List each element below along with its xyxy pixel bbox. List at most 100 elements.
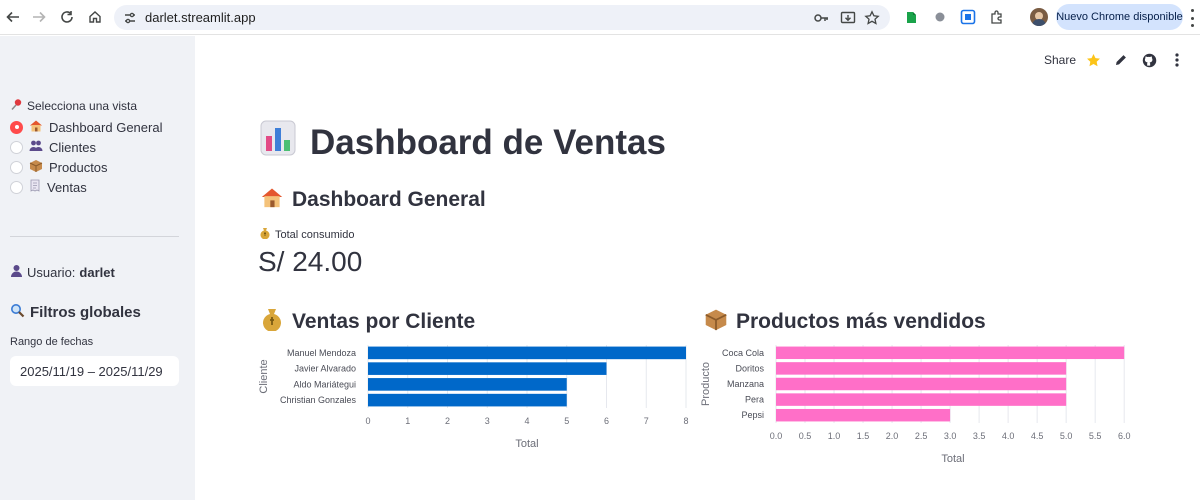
y-tick-label: Aldo Mariátegui bbox=[293, 379, 356, 389]
radio-button[interactable] bbox=[10, 140, 23, 154]
radio-option-productos[interactable]: Productos bbox=[10, 158, 108, 176]
bar-chart-icon bbox=[260, 120, 296, 165]
people-icon bbox=[29, 139, 43, 155]
install-app-icon[interactable] bbox=[839, 9, 857, 27]
y-tick-label: Manzana bbox=[727, 379, 764, 389]
x-tick-label: 0.5 bbox=[799, 431, 812, 441]
bar bbox=[776, 408, 951, 422]
x-tick-label: 2 bbox=[445, 416, 450, 426]
radio-button[interactable] bbox=[10, 180, 23, 194]
x-axis-label: Total bbox=[941, 453, 964, 465]
radio-button[interactable] bbox=[10, 160, 23, 174]
bookmark-star-icon[interactable] bbox=[863, 9, 881, 27]
x-tick-label: 2.0 bbox=[886, 431, 899, 441]
x-tick-label: 5.0 bbox=[1060, 431, 1073, 441]
screenshot-extension-icon[interactable] bbox=[959, 8, 977, 26]
chrome-update-button[interactable]: Nuevo Chrome disponible bbox=[1056, 4, 1183, 30]
user-info: Usuario: darlet bbox=[10, 264, 115, 280]
site-settings-icon[interactable] bbox=[122, 10, 138, 26]
clients-bar-chart: 0 1 2 3 4 5 6 7 8 Manuel Mendoza Javier Alvarado Al… bbox=[258, 345, 689, 450]
radio-button-checked[interactable] bbox=[10, 120, 23, 134]
bar bbox=[776, 377, 1067, 391]
chrome-menu-icon[interactable] bbox=[1188, 9, 1196, 27]
x-axis-label: Total bbox=[515, 438, 538, 450]
share-button[interactable]: Share bbox=[1044, 53, 1077, 67]
reload-icon[interactable] bbox=[56, 6, 78, 28]
y-axis-label: Cliente bbox=[258, 359, 270, 393]
section-heading-clients-chart: Ventas por Cliente bbox=[260, 307, 475, 337]
key-icon[interactable] bbox=[812, 9, 830, 27]
radio-option-dashboard-general[interactable]: Dashboard General bbox=[10, 118, 162, 136]
forward-icon[interactable] bbox=[28, 6, 50, 28]
bar bbox=[776, 393, 1067, 406]
x-tick-label: 6.0 bbox=[1118, 431, 1131, 441]
package-icon bbox=[704, 307, 728, 337]
x-tick-label: 8 bbox=[683, 416, 688, 426]
back-icon[interactable] bbox=[2, 6, 24, 28]
x-tick-label: 0.0 bbox=[770, 431, 783, 441]
filters-heading: Filtros globales bbox=[10, 303, 141, 322]
y-tick-label: Pepsi bbox=[741, 410, 764, 420]
x-tick-label: 1.0 bbox=[828, 431, 841, 441]
app-menu-icon[interactable] bbox=[1169, 52, 1185, 68]
address-bar[interactable]: darlet.streamlit.app bbox=[114, 5, 890, 30]
metric-value: S/ 24.00 bbox=[258, 246, 363, 277]
github-icon[interactable] bbox=[1141, 52, 1157, 68]
y-tick-label: Christian Gonzales bbox=[280, 395, 357, 405]
x-tick-label: 7 bbox=[644, 416, 649, 426]
x-tick-label: 3 bbox=[485, 416, 490, 426]
pushpin-icon bbox=[10, 98, 23, 114]
y-tick-label: Javier Alvarado bbox=[294, 364, 356, 374]
products-bar-chart: 0.0 0.5 1.0 1.5 2.0 2.5 3.0 3.5 4.0 4.5 5.0 5.5 6.0 C… bbox=[700, 345, 1131, 465]
bar bbox=[368, 393, 567, 407]
bar bbox=[368, 346, 686, 360]
section-heading-dashboard: Dashboard General bbox=[260, 186, 486, 214]
evernote-extension-icon[interactable] bbox=[902, 8, 920, 26]
package-icon bbox=[29, 159, 43, 175]
edit-pencil-icon[interactable] bbox=[1113, 52, 1129, 68]
bar bbox=[368, 362, 607, 375]
sidebar-divider bbox=[10, 236, 179, 237]
browser-toolbar: darlet.streamlit.app Nuevo Chrome dispon… bbox=[0, 0, 1200, 35]
radio-option-ventas[interactable]: Ventas bbox=[10, 178, 87, 196]
home-icon[interactable] bbox=[84, 6, 106, 28]
y-tick-label: Manuel Mendoza bbox=[287, 348, 356, 358]
date-range-input[interactable]: 2025/11/19 – 2025/11/29 bbox=[10, 356, 179, 386]
bar bbox=[776, 362, 1067, 375]
bar bbox=[368, 378, 567, 391]
x-tick-label: 2.5 bbox=[915, 431, 928, 441]
user-icon bbox=[10, 264, 23, 280]
x-tick-label: 1.5 bbox=[857, 431, 870, 441]
x-tick-label: 4 bbox=[524, 416, 529, 426]
page-title: Dashboard de Ventas bbox=[260, 120, 666, 165]
money-bag-icon bbox=[260, 307, 284, 337]
y-tick-label: Coca Cola bbox=[722, 348, 764, 358]
extension-icon[interactable] bbox=[931, 8, 949, 26]
y-tick-label: Pera bbox=[745, 395, 764, 405]
x-tick-label: 5 bbox=[564, 416, 569, 426]
x-tick-label: 1 bbox=[405, 416, 410, 426]
user-label: Usuario: bbox=[27, 264, 76, 280]
profile-avatar[interactable] bbox=[1030, 8, 1048, 26]
user-name: darlet bbox=[79, 264, 115, 280]
x-tick-label: 3.5 bbox=[973, 431, 986, 441]
x-tick-label: 4.0 bbox=[1002, 431, 1015, 441]
y-tick-label: Doritos bbox=[735, 363, 764, 373]
y-axis-label: Producto bbox=[700, 362, 712, 406]
section-heading-products-chart: Productos más vendidos bbox=[704, 307, 986, 337]
metric-label: Total consumido bbox=[259, 227, 355, 242]
x-tick-label: 6 bbox=[604, 416, 609, 426]
radio-option-clientes[interactable]: Clientes bbox=[10, 138, 96, 156]
money-bag-icon bbox=[259, 227, 271, 242]
date-range-label: Rango de fechas bbox=[10, 336, 94, 348]
view-selector-caption: Selecciona una vista bbox=[10, 98, 137, 114]
favorite-star-icon[interactable] bbox=[1085, 52, 1101, 68]
bar bbox=[776, 346, 1125, 360]
x-tick-label: 4.5 bbox=[1031, 431, 1044, 441]
sidebar: Selecciona una vista Dashboard General C… bbox=[0, 36, 195, 500]
extensions-puzzle-icon[interactable] bbox=[988, 8, 1006, 26]
magnifier-icon bbox=[10, 303, 25, 322]
x-tick-label: 5.5 bbox=[1089, 431, 1102, 441]
receipt-icon bbox=[29, 179, 41, 195]
house-icon bbox=[260, 186, 284, 214]
